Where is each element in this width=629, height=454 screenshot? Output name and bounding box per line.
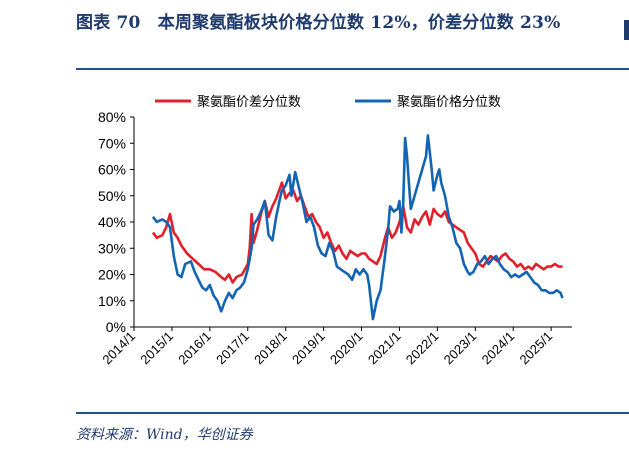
x-tick-label: 2021/1 [365,329,404,368]
legend-label: 聚氨酯价差分位数 [197,95,301,110]
y-tick-label: 60% [98,162,126,178]
bottom-divider [76,412,629,414]
y-tick-label: 0% [106,319,126,335]
y-tick-label: 20% [98,267,126,283]
figure-title: 图表 70 本周聚氨酯板块价格分位数 12%，价差分位数 23% [76,13,561,33]
legend-label: 聚氨酯价格分位数 [397,94,501,110]
x-tick-label: 2016/1 [175,329,214,368]
edge-marker [624,20,629,40]
x-tick-label: 2023/1 [441,329,480,368]
x-tick-label: 2017/1 [213,329,252,368]
y-tick-label: 30% [98,240,126,256]
x-tick-label: 2022/1 [403,329,442,368]
chart-legend: 聚氨酯价差分位数 聚氨酯价格分位数 [155,94,501,110]
top-divider [76,68,629,70]
x-tick-label: 2015/1 [137,329,176,368]
x-tick-label: 2020/1 [327,329,366,368]
chart-axes: 0%10%20%30%40%50%60%70%80%2014/1 2015/1 20… [98,109,572,367]
x-tick-label: 2025/1 [517,329,556,368]
series-line-spread [151,181,563,284]
y-tick-label: 10% [98,293,126,309]
y-tick-label: 80% [98,109,126,125]
chart-series [151,134,564,321]
series-line-price [151,134,564,321]
source-note: 资料来源：Wind，华创证券 [76,427,253,443]
y-tick-label: 50% [98,188,126,204]
x-tick-label: 2018/1 [251,329,290,368]
y-tick-label: 40% [98,214,126,230]
x-tick-label: 2024/1 [479,329,518,368]
x-tick-label: 2019/1 [289,329,328,368]
y-tick-label: 70% [98,135,126,151]
